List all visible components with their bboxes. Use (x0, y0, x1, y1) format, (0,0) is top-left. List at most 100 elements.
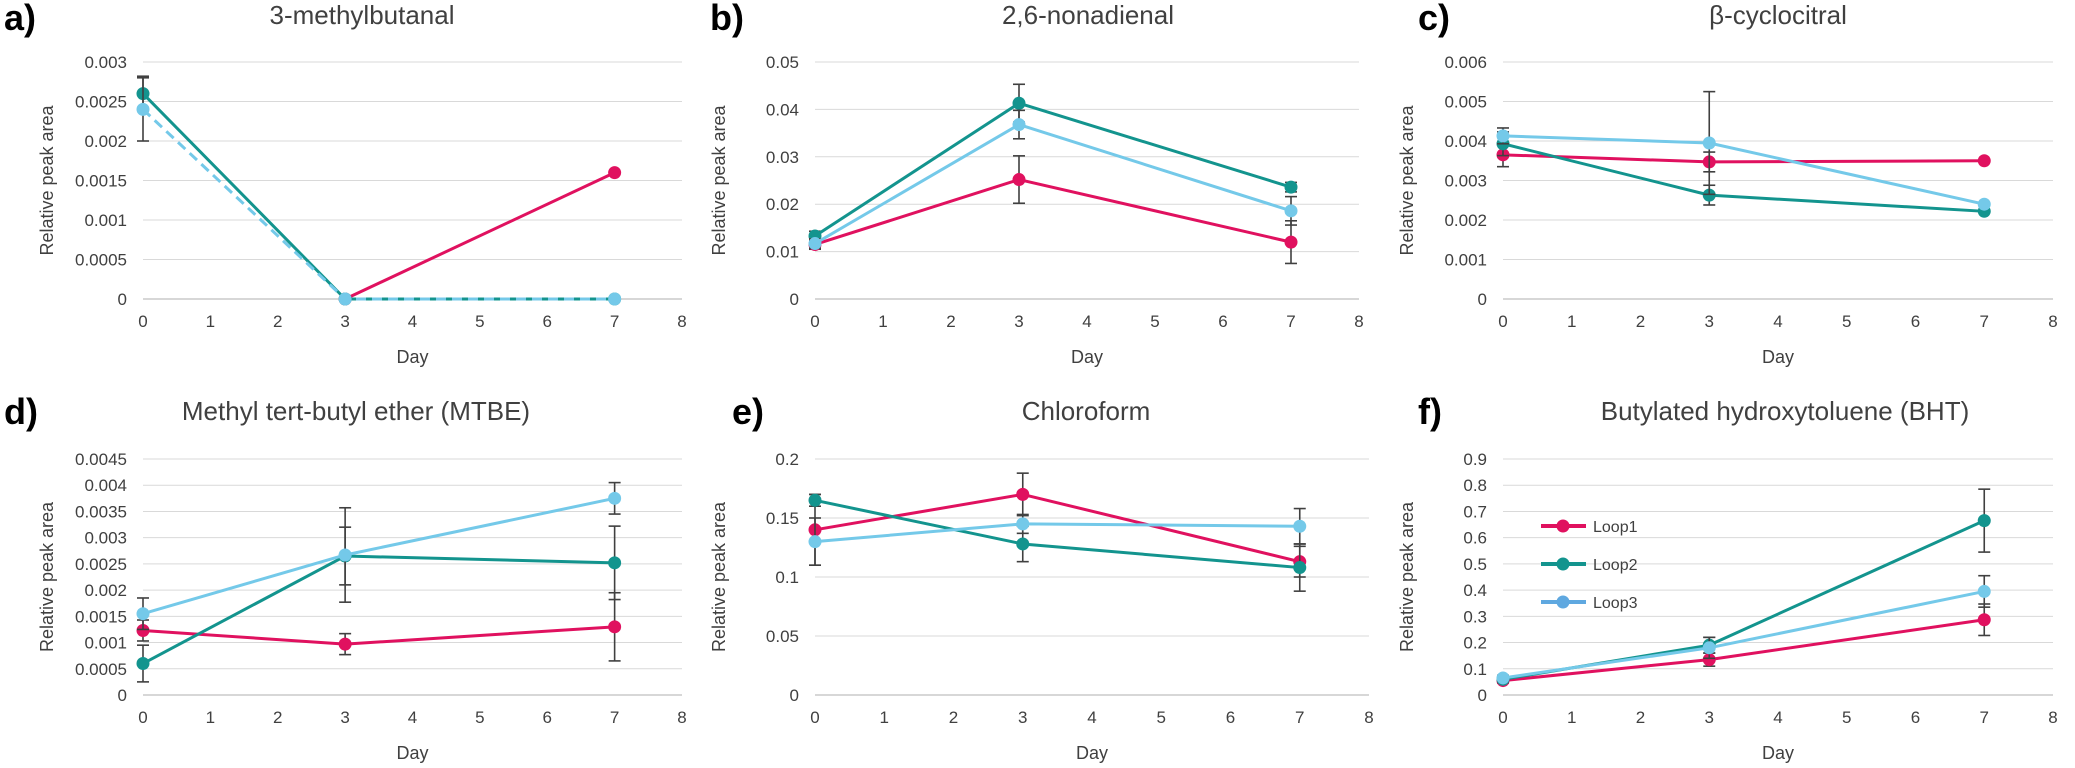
chart-title: Chloroform (1022, 396, 1151, 426)
y-axis-title: Relative peak area (1397, 501, 1417, 652)
x-tick-label: 3 (340, 312, 349, 331)
x-tick-label: 7 (1980, 312, 1989, 331)
x-tick-label: 1 (1567, 312, 1576, 331)
data-point (608, 491, 622, 505)
data-point (1977, 197, 1991, 211)
x-tick-label: 8 (677, 708, 686, 727)
x-tick-label: 5 (1842, 708, 1851, 727)
x-tick-label: 1 (206, 708, 215, 727)
series-line (141, 92, 615, 301)
chart-title: Methyl tert-butyl ether (MTBE) (182, 396, 530, 426)
y-axis-title: Relative peak area (709, 104, 729, 255)
y-tick-label: 0 (790, 290, 799, 309)
series-loop3 (136, 481, 622, 631)
data-point (1977, 584, 1991, 598)
y-tick-label: 0.002 (84, 581, 127, 600)
series-line (344, 171, 616, 301)
y-tick-label: 0.005 (1444, 93, 1487, 112)
data-point (338, 292, 352, 306)
x-tick-label: 1 (880, 708, 889, 727)
series-loop3 (136, 77, 622, 306)
x-tick-label: 1 (1567, 708, 1576, 727)
x-tick-label: 0 (1498, 708, 1507, 727)
data-point (1284, 235, 1298, 249)
chart-panel-2: b) 2,6-nonadienal 0 0.01 0.02 0.03 0.04 0.05 0 1 2… (709, 0, 1364, 367)
data-point (1702, 641, 1716, 655)
series-loop3 (1496, 574, 1991, 685)
data-point (1016, 537, 1030, 551)
x-tick-label: 2 (1636, 312, 1645, 331)
y-tick-label: 0.9 (1463, 450, 1487, 469)
data-point (608, 556, 622, 570)
data-point (1977, 613, 1991, 627)
y-tick-label: 0.003 (84, 53, 127, 72)
y-tick-label: 0.1 (1463, 660, 1487, 679)
series-loop1 (1496, 142, 1991, 173)
x-tick-label: 6 (543, 312, 552, 331)
series-loop1 (338, 166, 622, 306)
chart-title: Butylated hydroxytoluene (BHT) (1601, 396, 1970, 426)
data-point (136, 607, 150, 621)
x-tick-label: 7 (1980, 708, 1989, 727)
x-tick-label: 7 (610, 312, 619, 331)
x-tick-label: 5 (475, 312, 484, 331)
y-tick-label: 0.1 (775, 568, 799, 587)
x-tick-label: 5 (1150, 312, 1159, 331)
legend-label: Loop1 (1593, 519, 1638, 536)
data-point (1284, 204, 1298, 218)
series-loop3 (808, 507, 1307, 567)
chart-title: β-cyclocitral (1709, 0, 1847, 30)
data-point (1702, 653, 1716, 667)
series-loop3 (1496, 90, 1991, 211)
data-point (1977, 154, 1991, 168)
data-point (1012, 173, 1026, 187)
y-axis-title: Relative peak area (37, 501, 57, 652)
y-tick-label: 0.002 (1444, 211, 1487, 230)
x-tick-label: 4 (408, 312, 417, 331)
chart-panel-6: f) Butylated hydroxytoluene (BHT) 0 0.1 0.2 0… (1397, 391, 2058, 763)
y-tick-label: 0.05 (766, 53, 799, 72)
series-line (814, 101, 1292, 238)
x-tick-label: 2 (949, 708, 958, 727)
series-loop2 (136, 75, 622, 306)
x-tick-label: 7 (1295, 708, 1304, 727)
series-line (1502, 134, 1985, 206)
x-tick-label: 7 (1286, 312, 1295, 331)
y-tick-label: 0.2 (775, 450, 799, 469)
y-tick-label: 0.01 (766, 243, 799, 262)
series-loop2 (136, 525, 622, 683)
data-point (338, 637, 352, 651)
x-tick-label: 8 (1364, 708, 1373, 727)
y-tick-label: 0.004 (84, 476, 127, 495)
x-tick-label: 0 (810, 312, 819, 331)
series-loop1 (808, 155, 1298, 265)
x-tick-label: 3 (1705, 312, 1714, 331)
series-line (814, 522, 1300, 544)
x-tick-label: 8 (1354, 312, 1363, 331)
y-tick-label: 0.8 (1463, 476, 1487, 495)
data-point (1016, 517, 1030, 531)
y-tick-label: 0.0025 (75, 555, 127, 574)
data-point (1496, 671, 1510, 685)
x-axis-title: Day (396, 347, 428, 367)
data-point (338, 548, 352, 562)
x-tick-label: 8 (677, 312, 686, 331)
x-tick-label: 8 (2048, 708, 2057, 727)
legend-swatch-marker (1556, 519, 1570, 533)
data-point (136, 657, 150, 671)
y-axis-title: Relative peak area (1397, 104, 1417, 255)
y-tick-label: 0.0015 (75, 607, 127, 626)
x-tick-label: 3 (340, 708, 349, 727)
series-loop3 (808, 109, 1298, 251)
x-axis-title: Day (1071, 347, 1103, 367)
chart-title: 3-methylbutanal (270, 0, 455, 30)
x-axis-title: Day (1762, 347, 1794, 367)
panel-letter: a) (4, 0, 36, 38)
y-tick-label: 0.5 (1463, 555, 1487, 574)
x-tick-label: 5 (1157, 708, 1166, 727)
y-tick-label: 0.0035 (75, 502, 127, 521)
series-loop2 (1496, 131, 1991, 218)
x-axis-title: Day (396, 743, 428, 763)
x-tick-label: 0 (138, 312, 147, 331)
x-tick-label: 2 (273, 708, 282, 727)
